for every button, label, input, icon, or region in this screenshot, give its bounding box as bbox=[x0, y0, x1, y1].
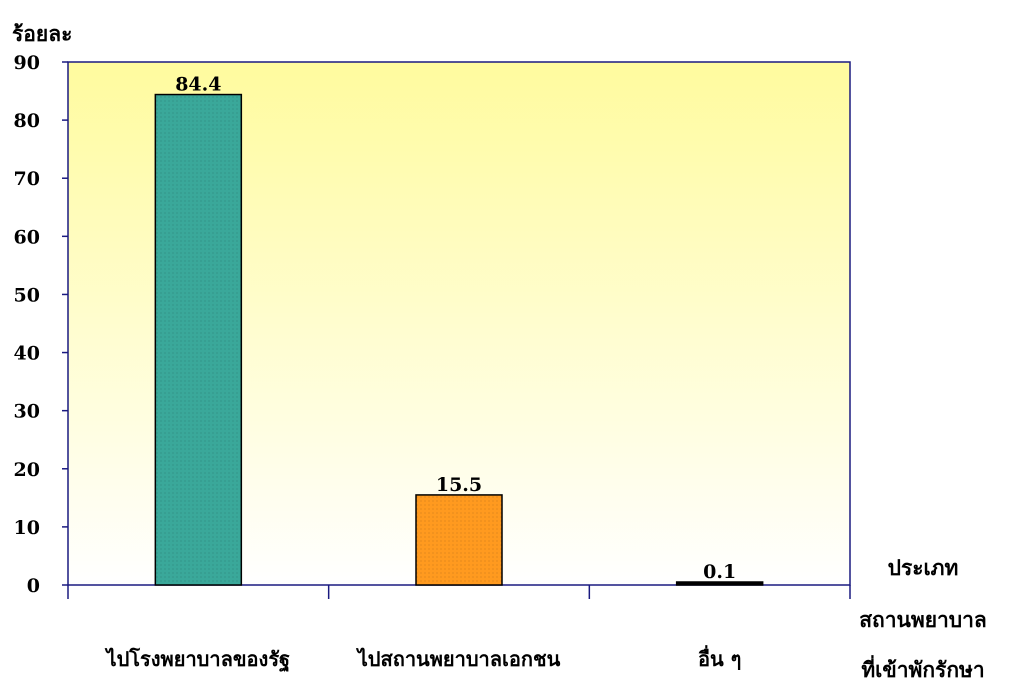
data-label: 84.4 bbox=[175, 74, 221, 96]
y-tick-label: 50 bbox=[14, 284, 40, 306]
bar-texture bbox=[155, 94, 242, 585]
y-tick-label: 60 bbox=[14, 226, 40, 248]
y-tick-label: 40 bbox=[14, 343, 40, 365]
category-label: ไปสถานพยาบาลเอกชน bbox=[356, 647, 561, 671]
bar-texture bbox=[416, 494, 502, 585]
y-tick-label: 80 bbox=[14, 110, 40, 132]
y-tick-label: 20 bbox=[14, 459, 40, 481]
y-tick-label: 70 bbox=[14, 168, 40, 190]
data-label: 15.5 bbox=[436, 474, 482, 496]
y-tick-label: 0 bbox=[27, 575, 40, 597]
y-tick-label: 30 bbox=[14, 401, 40, 423]
y-tick-label: 90 bbox=[14, 52, 40, 74]
x-axis-title-line-3: ที่เข้าพักรักษา bbox=[861, 657, 985, 682]
category-label: อื่น ๆ bbox=[698, 644, 741, 671]
x-axis-title-line-1: ประเภท bbox=[887, 555, 959, 580]
category-label: ไปโรงพยาบาลของรัฐ bbox=[105, 647, 291, 673]
y-tick-label: 10 bbox=[14, 517, 40, 539]
x-axis-title-line-2: สถานพยาบาล bbox=[859, 607, 987, 632]
bar bbox=[675, 581, 764, 586]
data-label: 0.1 bbox=[703, 561, 736, 583]
y-axis-title: ร้อยละ bbox=[12, 21, 73, 46]
